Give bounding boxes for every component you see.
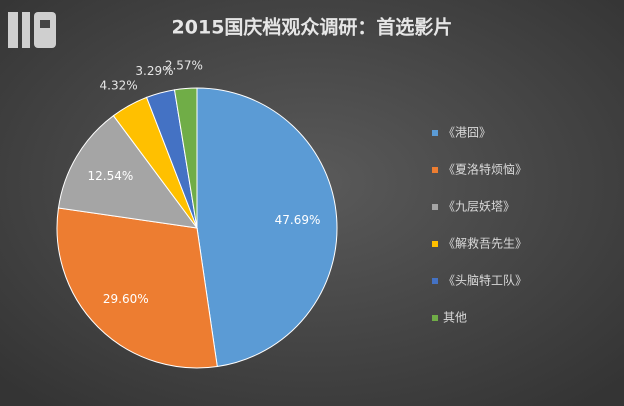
- legend-label: 《头脑特工队》: [443, 273, 527, 288]
- pie-slice: [57, 114, 199, 229]
- data-label: 4.32%: [100, 78, 138, 92]
- data-label: 12.54%: [88, 169, 134, 183]
- data-label: 47.69%: [275, 213, 321, 227]
- legend-swatch: [432, 204, 438, 210]
- pie-slice: [196, 87, 338, 368]
- chart-title: 2015国庆档观众调研：首选影片: [172, 16, 453, 39]
- legend-label: 《夏洛特烦恼》: [443, 162, 527, 177]
- legend-swatch: [432, 167, 438, 173]
- legend-swatch: [432, 130, 438, 136]
- legend-label: 《九层妖塔》: [443, 200, 515, 214]
- pie-slice: [173, 87, 198, 229]
- data-label: 2.57%: [165, 59, 203, 73]
- legend-label: 其他: [443, 311, 467, 325]
- legend-swatch: [432, 241, 438, 247]
- legend-label: 《解救吾先生》: [443, 236, 527, 251]
- legend-swatch: [432, 278, 438, 284]
- logo: [8, 12, 56, 48]
- data-label: 29.60%: [103, 292, 149, 306]
- data-label: 3.29%: [135, 64, 173, 78]
- legend-label: 《港囧》: [443, 126, 491, 140]
- pie-slice: [56, 207, 218, 369]
- legend-swatch: [432, 315, 438, 321]
